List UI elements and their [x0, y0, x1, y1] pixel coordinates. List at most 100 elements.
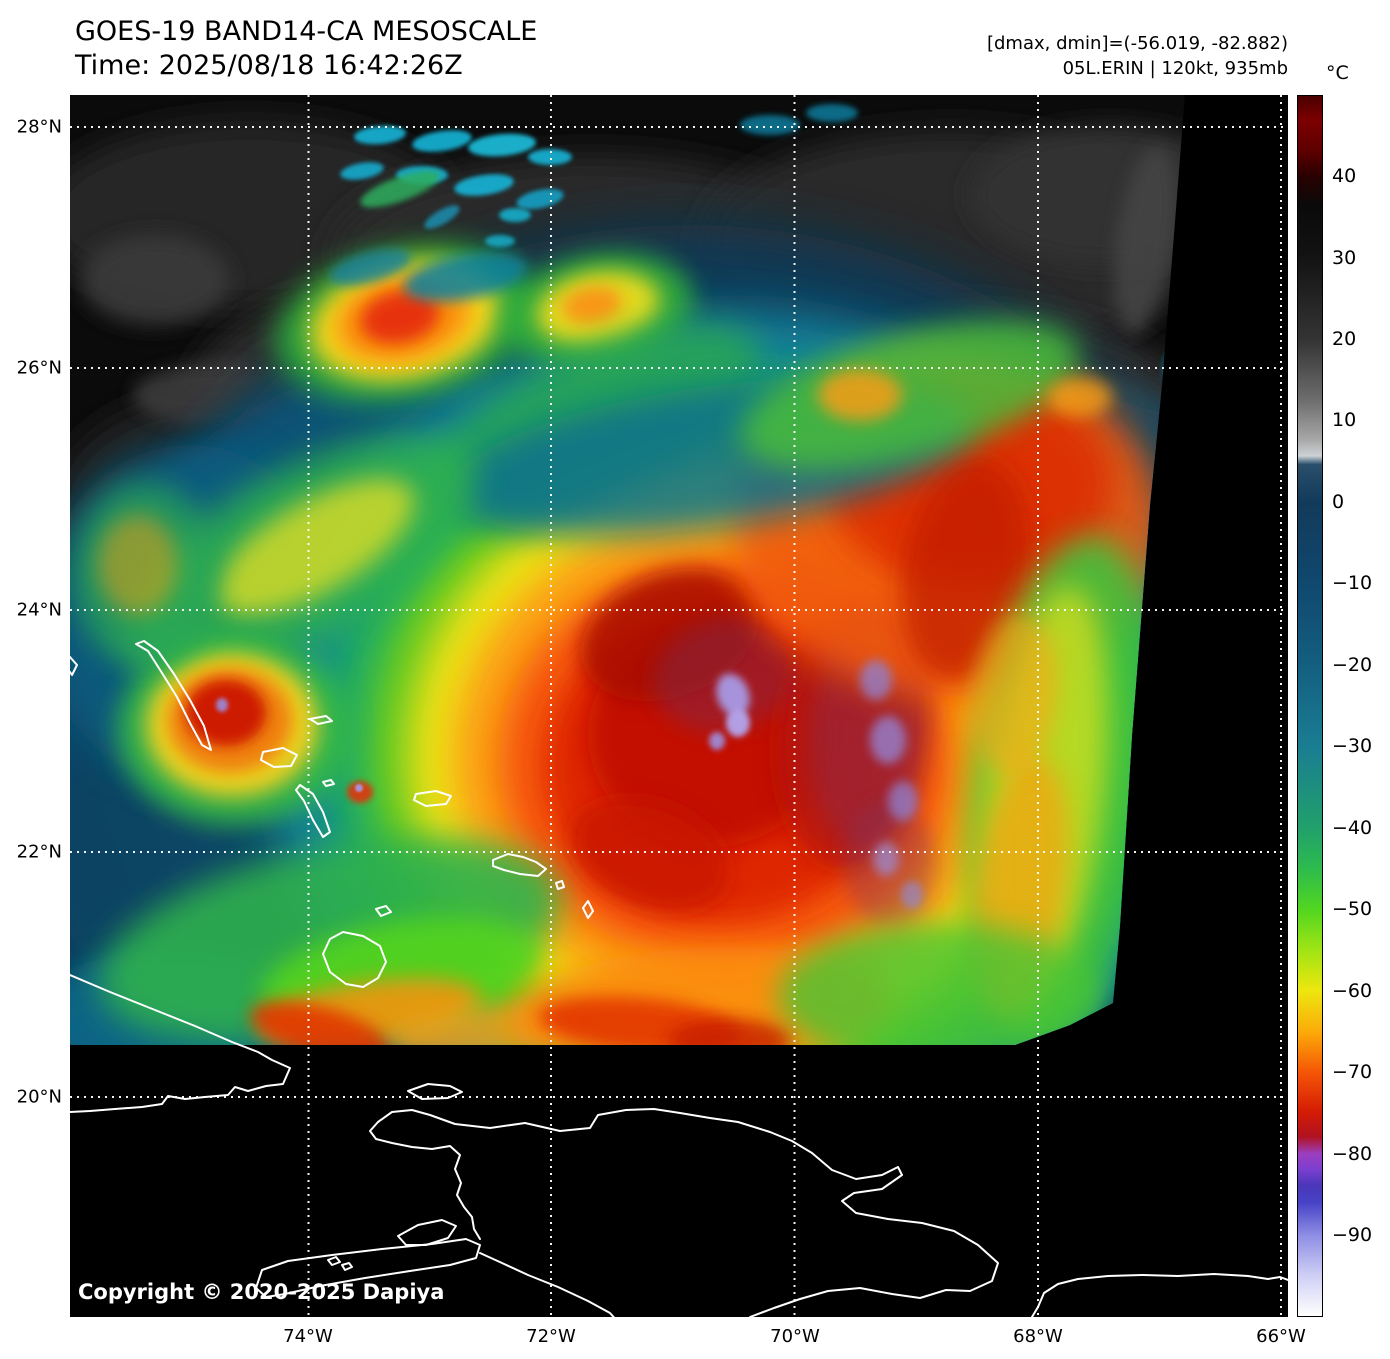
colorbar-tick-label: −30 [1332, 735, 1373, 757]
lon-tick-label: 74°W [283, 1326, 333, 1347]
colorbar-tick-label: −50 [1332, 898, 1373, 920]
cloud-blob [1114, 145, 1176, 335]
coastline-crooked-island [260, 747, 298, 768]
colorbar-tick-label: 30 [1332, 247, 1357, 269]
cloud-blob [98, 515, 178, 615]
coastline-acklins-island [295, 784, 331, 838]
cloud-blob [726, 709, 750, 737]
lat-tick-label: 26°N [16, 357, 62, 379]
cloud-blob [972, 613, 1058, 777]
cloud-blob [900, 459, 1030, 681]
lat-tick-label: 22°N [16, 841, 62, 863]
cloud-blob [716, 673, 750, 717]
colorbar-tick-label: −70 [1332, 1061, 1373, 1083]
coastline-tortuga-island [407, 1083, 463, 1100]
cloud-blob [412, 130, 472, 152]
cloud-blob [873, 842, 899, 876]
cloud-blob [468, 133, 536, 157]
coastline-great-inagua [322, 931, 387, 988]
cloud-blob [806, 104, 858, 122]
cloud-blob [818, 369, 902, 421]
colorbar-tick-label: 0 [1332, 491, 1345, 513]
coastline-ragged-island-frag [70, 656, 78, 676]
lat-tick-label: 20°N [16, 1086, 62, 1108]
cloud-blob [740, 115, 800, 135]
lon-tick-label: 68°W [1013, 1326, 1063, 1347]
coastline-cayemite-island-2 [341, 1262, 353, 1271]
timestamp: Time: 2025/08/18 16:42:26Z [75, 50, 463, 81]
cloud-blob [528, 149, 572, 165]
cloud-blob [216, 698, 228, 712]
cloud-blob [355, 784, 363, 792]
cloud-blob [454, 174, 514, 196]
cloud-blob [901, 881, 923, 909]
lon-tick-label: 66°W [1256, 1326, 1306, 1347]
coastline-hispaniola-south-coast [479, 1252, 615, 1317]
coastline-little-inagua [375, 905, 392, 917]
cloud-blob [870, 716, 906, 764]
cloud-blob [340, 162, 384, 180]
cloud-blob [778, 923, 1102, 1045]
cloud-blob [403, 252, 527, 302]
cloud-blob [329, 248, 411, 286]
coastline-cayemite-island-1 [327, 1256, 341, 1266]
colorbar-tick-label: −20 [1332, 654, 1373, 676]
coastline-turks-island-1 [555, 880, 565, 890]
graticule-layer [70, 95, 1288, 1317]
cloud-blob [215, 478, 415, 616]
cloud-blob [347, 781, 373, 803]
coastline-puerto-rico [1031, 1273, 1288, 1317]
cloud-blob [668, 1019, 792, 1045]
cloud-blob [485, 235, 515, 247]
coastline-turks-island-2 [582, 900, 594, 919]
ir-imagery-layer [70, 95, 1185, 1045]
colorbar-tick-label: −40 [1332, 817, 1373, 839]
coastline-plana-cays [322, 779, 335, 787]
colorbar-tick-label: −10 [1332, 572, 1373, 594]
lon-tick-label: 70°W [770, 1326, 820, 1347]
storm-info-annotation: 05L.ERIN | 120kt, 935mb [1062, 58, 1288, 79]
coastlines-layer [70, 640, 1288, 1317]
colorbar-tick-label: 40 [1332, 165, 1357, 187]
colorbar-tick-label: −60 [1332, 980, 1373, 1002]
cloud-blob [860, 660, 892, 700]
colorbar-unit-label: °C [1326, 62, 1349, 84]
cloud-blob [80, 235, 230, 325]
cloud-blob [499, 208, 531, 222]
cloud-blob [354, 125, 406, 145]
cloud-blob [888, 781, 918, 821]
lat-tick-label: 28°N [16, 116, 62, 138]
cloud-blob [250, 1001, 390, 1045]
colorbar-tick-label: 10 [1332, 409, 1357, 431]
coastline-hispaniola-gonave-gulf-coast [369, 1121, 481, 1240]
coastline-long-island-bahamas [135, 640, 212, 751]
coastline-haiti-south-peninsula [255, 1238, 481, 1298]
cloud-blob [360, 170, 440, 208]
coastline-hispaniola-north-coast [377, 1108, 999, 1317]
coastline-mayaguana-island [413, 790, 452, 807]
page-title: GOES-19 BAND14-CA MESOSCALE [75, 16, 538, 47]
coastline-gonave-island [397, 1219, 457, 1246]
cloud-blob [970, 125, 1185, 265]
coastline-caicos-islands [492, 853, 547, 877]
cloud-blob [709, 732, 725, 750]
cloud-blob [1048, 377, 1112, 417]
colorbar-tick-label: −80 [1332, 1143, 1373, 1165]
coastline-cuba-east [70, 974, 291, 1113]
dmax-dmin-annotation: [dmax, dmin]=(-56.019, -82.882) [986, 33, 1288, 54]
cloud-blob [740, 319, 1080, 471]
cloud-blob [1178, 411, 1185, 443]
lat-tick-label: 24°N [16, 599, 62, 621]
cloud-blob [562, 286, 622, 324]
copyright-watermark: Copyright © 2020-2025 Dapiya [78, 1280, 445, 1304]
lon-tick-label: 72°W [526, 1326, 576, 1347]
satellite-imagery [70, 95, 1288, 1317]
colorbar-tick-label: 20 [1332, 328, 1357, 350]
cloud-blob [424, 205, 460, 229]
cloud-blob [360, 290, 440, 344]
satellite-map-plot [70, 95, 1288, 1317]
temperature-colorbar [1297, 95, 1323, 1317]
colorbar-tick-label: −90 [1332, 1224, 1373, 1246]
coastline-samana-cay [309, 715, 333, 725]
